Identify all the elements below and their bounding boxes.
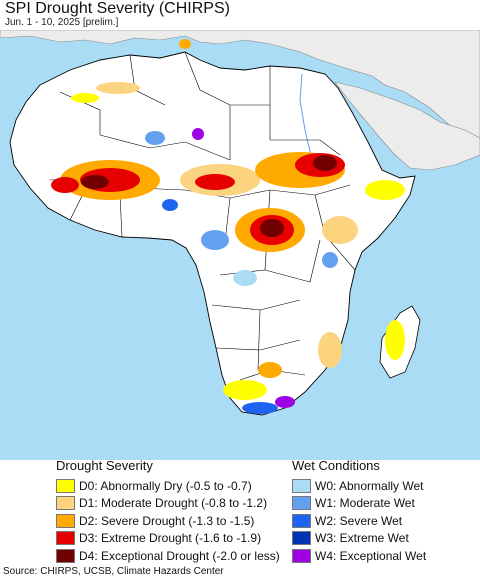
legend-item-w4: W4: Exceptional Wet	[292, 547, 426, 565]
map-title: SPI Drought Severity (CHIRPS)	[5, 0, 230, 17]
legend-swatch	[56, 513, 75, 528]
legend-label: W4: Exceptional Wet	[315, 548, 427, 563]
legend-item-d3: D3: Extreme Drought (-1.6 to -1.9)	[56, 530, 280, 548]
legend-item-w3: W3: Extreme Wet	[292, 530, 426, 548]
legend-item-w1: W1: Moderate Wet	[292, 495, 426, 513]
legend-label: D4: Exceptional Drought (-2.0 or less)	[79, 548, 280, 563]
europe-landmass	[0, 30, 480, 141]
legend-label: D3: Extreme Drought (-1.6 to -1.9)	[79, 531, 262, 546]
wet-patches	[145, 128, 338, 414]
legend-label: D2: Severe Drought (-1.3 to -1.5)	[79, 513, 255, 528]
legend-swatch	[56, 531, 75, 546]
legend-label: W3: Extreme Wet	[315, 531, 409, 546]
map-subtitle: Jun. 1 - 10, 2025 [prelim.]	[5, 17, 119, 28]
arabian-peninsula	[334, 81, 480, 171]
nile-river	[299, 73, 313, 161]
legend-swatch	[56, 478, 75, 493]
legend-swatch	[292, 548, 311, 563]
drought-patches	[51, 39, 405, 400]
legend-label: D0: Abnormally Dry (-0.5 to -0.7)	[79, 478, 252, 493]
legend-swatch	[292, 513, 311, 528]
legend-label: W1: Moderate Wet	[315, 496, 415, 511]
legend-swatch	[56, 548, 75, 563]
source-credit: Source: CHIRPS, UCSB, Climate Hazards Ce…	[3, 566, 224, 577]
wet-legend: Wet Conditions W0: Abnormally Wet W1: Mo…	[292, 458, 426, 565]
legend-item-d0: D0: Abnormally Dry (-0.5 to -0.7)	[56, 477, 280, 495]
legend-item-w0: W0: Abnormally Wet	[292, 477, 426, 495]
legend-item-d4: D4: Exceptional Drought (-2.0 or less)	[56, 547, 280, 565]
drought-legend-heading: Drought Severity	[56, 458, 153, 473]
legend-label: D1: Moderate Drought (-0.8 to -1.2)	[79, 496, 268, 511]
legend-label: W0: Abnormally Wet	[315, 478, 424, 493]
drought-legend: Drought Severity D0: Abnormally Dry (-0.…	[56, 458, 280, 565]
legend-swatch	[292, 531, 311, 546]
legend-item-d2: D2: Severe Drought (-1.3 to -1.5)	[56, 512, 280, 530]
drought-map	[0, 30, 480, 460]
legend-swatch	[56, 496, 75, 511]
legend-item-w2: W2: Severe Wet	[292, 512, 426, 530]
legend-item-d1: D1: Moderate Drought (-0.8 to -1.2)	[56, 495, 280, 513]
legend-swatch	[292, 496, 311, 511]
legend-label: W2: Severe Wet	[315, 513, 403, 528]
wet-legend-heading: Wet Conditions	[292, 458, 380, 473]
legend-swatch	[292, 478, 311, 493]
